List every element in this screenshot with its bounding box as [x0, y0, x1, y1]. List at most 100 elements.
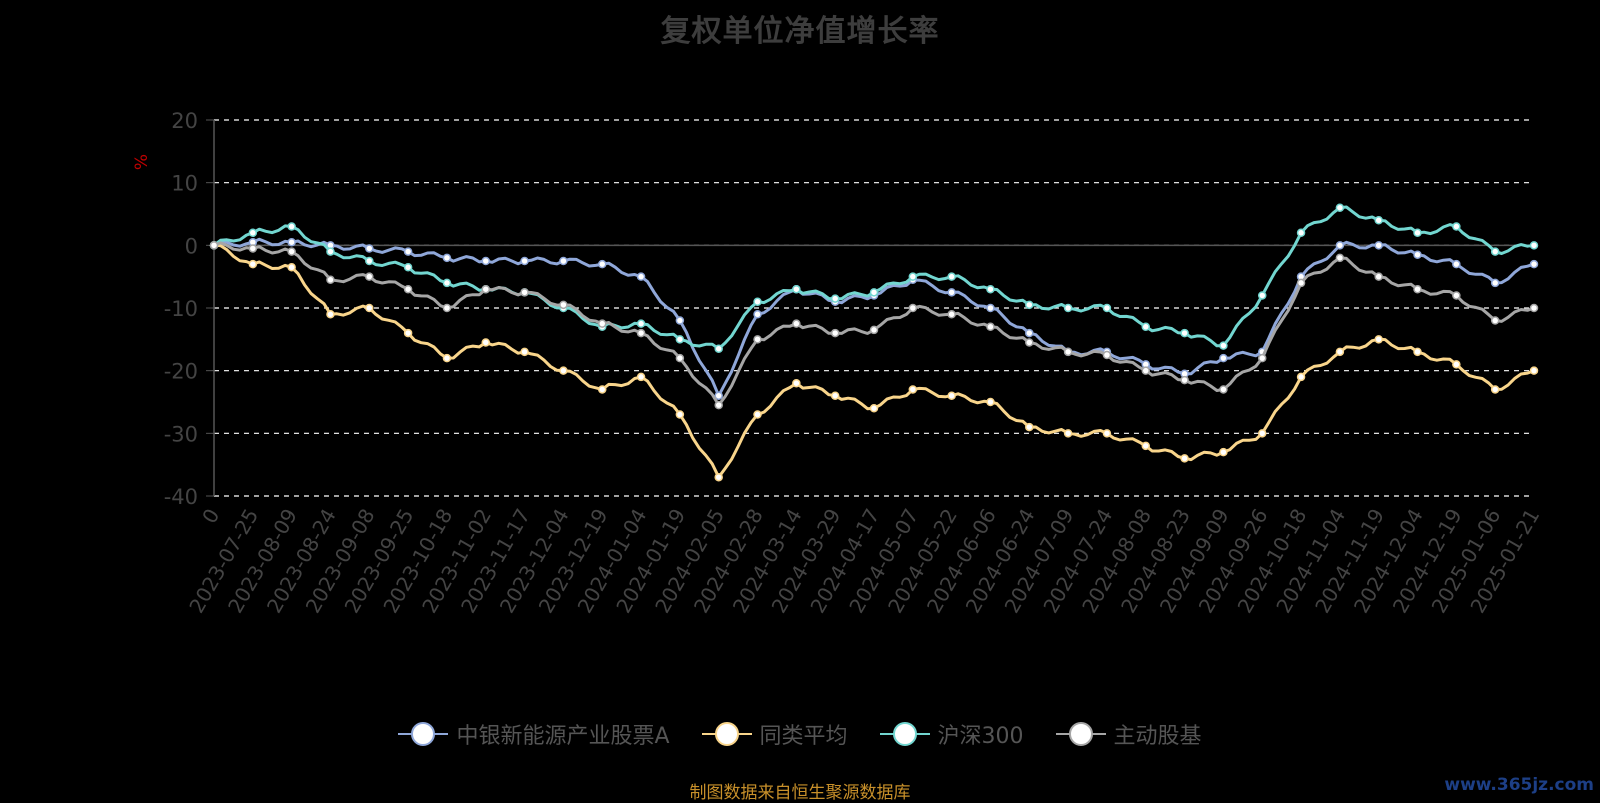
data-point	[908, 385, 918, 394]
data-point	[1296, 228, 1306, 238]
data-point	[947, 288, 956, 297]
data-point	[559, 366, 568, 375]
data-point	[1335, 347, 1345, 357]
y-tick-label: -40	[164, 485, 198, 509]
legend-item[interactable]: 中银新能源产业股票A	[398, 718, 670, 750]
legend-swatch-icon	[879, 721, 930, 747]
data-point	[947, 391, 956, 400]
data-point	[403, 247, 413, 256]
data-point	[1102, 303, 1112, 313]
legend-label: 中银新能源产业股票A	[456, 724, 670, 749]
y-tick-label: 10	[171, 172, 198, 196]
data-point	[714, 472, 723, 482]
data-point	[1490, 385, 1500, 394]
data-point	[287, 237, 296, 247]
data-point	[442, 253, 452, 263]
data-point	[287, 263, 296, 272]
data-point	[947, 310, 956, 319]
data-point	[1257, 429, 1267, 438]
data-point	[792, 319, 801, 328]
data-point	[869, 404, 879, 413]
data-point	[520, 288, 529, 297]
legend-item[interactable]: 沪深300	[879, 718, 1024, 750]
data-point	[1335, 241, 1345, 250]
data-point	[1025, 328, 1034, 338]
data-point	[559, 256, 568, 266]
data-point	[947, 272, 956, 281]
data-point	[1025, 422, 1034, 432]
data-point	[753, 310, 762, 319]
data-point	[869, 325, 879, 335]
data-point	[1374, 216, 1383, 225]
data-point	[753, 410, 762, 419]
data-point	[597, 385, 607, 394]
data-point	[1413, 347, 1422, 357]
data-point	[442, 278, 452, 288]
data-point	[1374, 272, 1383, 281]
data-point	[1413, 228, 1422, 238]
data-point	[1452, 222, 1461, 231]
y-tick-label: 0	[185, 234, 198, 258]
data-point	[1063, 347, 1073, 357]
legend[interactable]: 中银新能源产业股票A 同类平均 沪深300 主动股基	[0, 718, 1600, 753]
data-point	[986, 397, 995, 407]
data-point	[1063, 429, 1073, 438]
data-point	[1452, 291, 1461, 300]
data-point	[1219, 341, 1228, 350]
data-point	[520, 256, 529, 266]
data-point	[1257, 353, 1267, 363]
data-point	[1296, 278, 1306, 288]
data-point	[1490, 316, 1500, 325]
data-point	[792, 378, 801, 388]
data-point	[1219, 385, 1228, 394]
data-point	[559, 300, 568, 310]
data-point	[1102, 429, 1112, 438]
x-tick-label: 0	[197, 505, 224, 528]
data-point	[597, 259, 607, 269]
data-point	[1219, 353, 1228, 363]
data-point	[481, 284, 491, 294]
data-point	[675, 316, 685, 325]
data-point	[403, 284, 413, 294]
data-point	[714, 344, 723, 353]
data-point	[287, 247, 296, 256]
data-point	[248, 228, 258, 238]
legend-item[interactable]: 同类平均	[701, 718, 848, 750]
data-point	[753, 335, 762, 344]
data-point	[1180, 454, 1189, 463]
data-point	[403, 263, 413, 272]
data-point	[830, 328, 840, 338]
data-point	[287, 222, 296, 231]
data-point	[675, 353, 685, 363]
legend-swatch-icon	[701, 721, 752, 747]
data-point	[365, 244, 374, 253]
data-point	[248, 244, 258, 253]
data-point	[636, 319, 646, 328]
data-point	[636, 272, 646, 281]
watermark: www.365jz.com	[1444, 775, 1594, 795]
data-point	[1141, 441, 1151, 451]
data-point	[1452, 360, 1461, 369]
data-point	[675, 335, 685, 344]
data-point	[1374, 241, 1383, 250]
data-point	[520, 347, 529, 357]
data-point	[636, 328, 646, 338]
data-point	[1529, 241, 1539, 250]
data-point	[326, 310, 335, 319]
data-point	[714, 391, 723, 400]
legend-label: 同类平均	[759, 724, 848, 749]
legend-item[interactable]: 主动股基	[1055, 718, 1202, 750]
data-point	[753, 297, 762, 306]
data-point	[403, 328, 413, 338]
source-note: 制图数据来自恒生聚源数据库	[689, 783, 911, 803]
y-tick-label: -10	[164, 297, 198, 321]
data-point	[675, 410, 685, 419]
data-point	[908, 272, 918, 281]
data-point	[1529, 303, 1539, 313]
data-point	[1141, 366, 1151, 375]
data-point	[1529, 259, 1539, 269]
data-point	[1452, 259, 1461, 269]
data-point	[248, 259, 258, 269]
data-point	[1296, 372, 1306, 382]
